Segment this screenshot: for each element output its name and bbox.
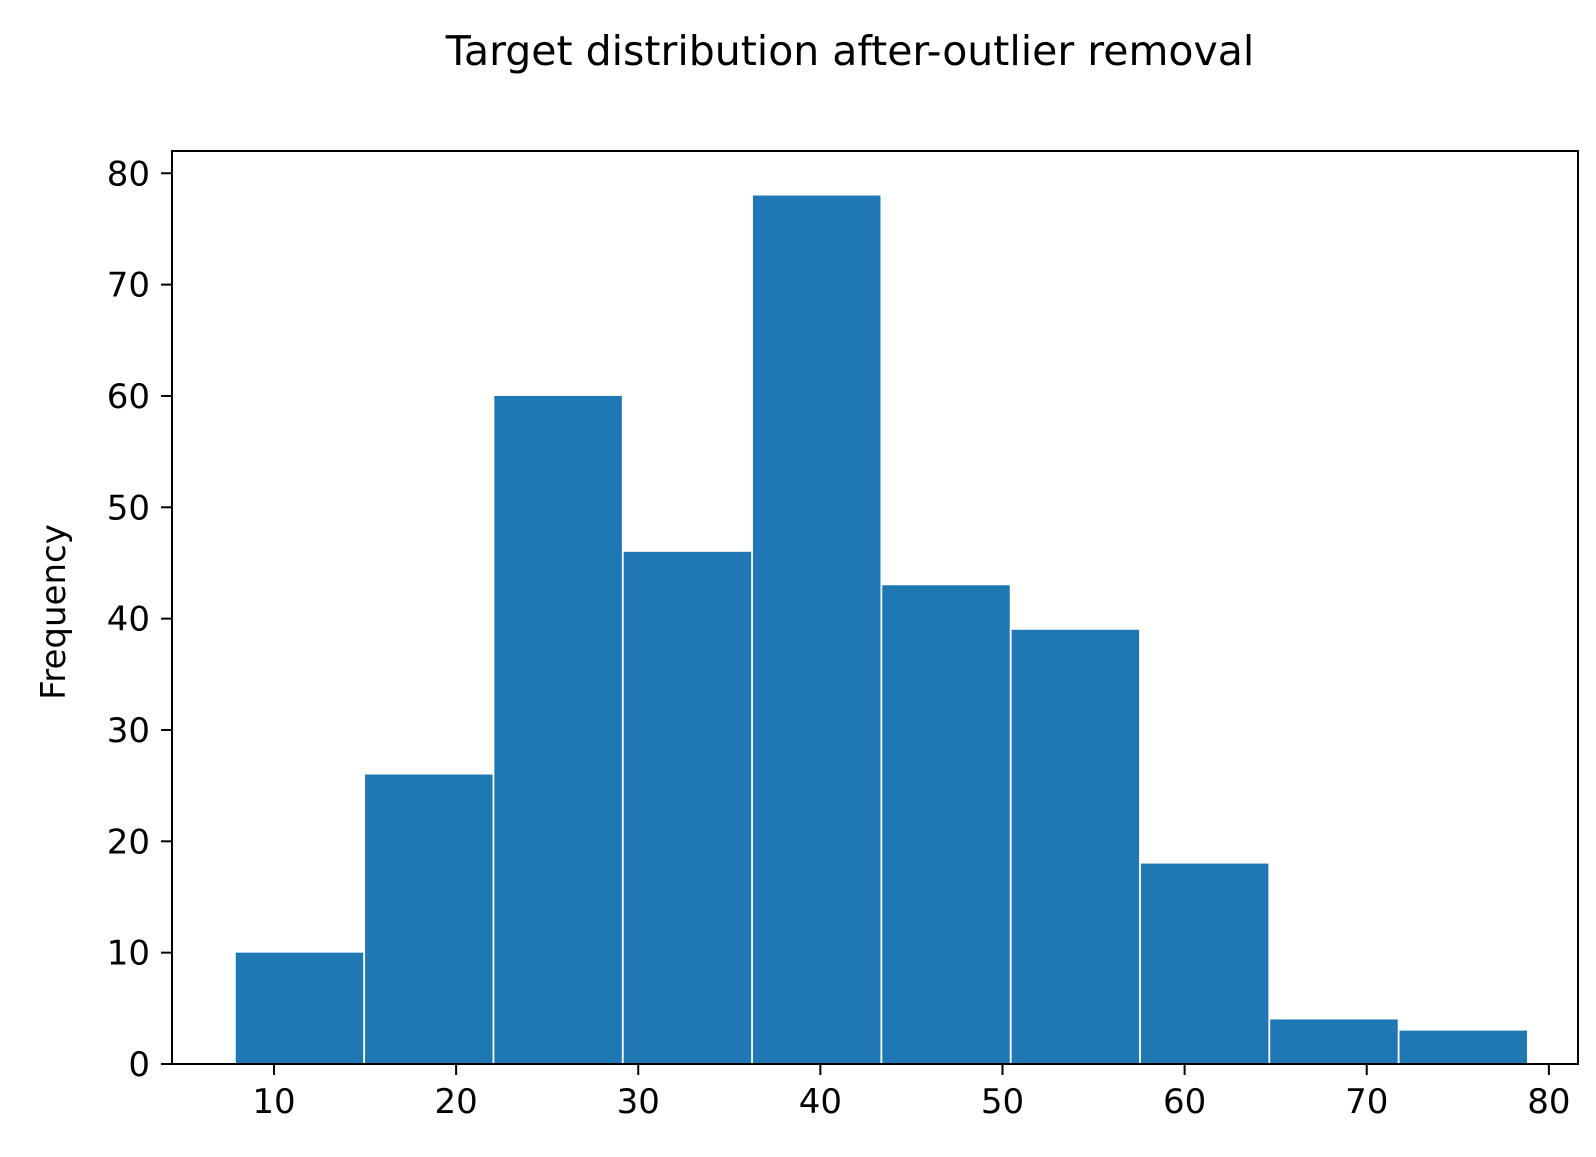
y-tick-label: 20	[107, 822, 150, 862]
y-tick-label: 60	[107, 377, 150, 417]
plot-frame	[171, 150, 1579, 1065]
y-tick-label: 30	[107, 711, 150, 751]
y-tick-label: 10	[107, 934, 150, 974]
histogram-bar	[1011, 629, 1140, 1064]
y-tick-label: 70	[107, 266, 150, 306]
histogram-bar	[882, 585, 1010, 1064]
y-tick-label: 80	[107, 154, 150, 194]
histogram-bar	[1399, 1030, 1528, 1064]
histogram-bar	[623, 551, 752, 1064]
histogram-bar	[752, 195, 881, 1064]
histogram-bar	[1140, 863, 1269, 1064]
x-tick-label: 60	[1163, 1082, 1206, 1122]
x-tick-label: 30	[617, 1082, 660, 1122]
histogram-bar	[494, 395, 622, 1064]
bars-layer	[235, 195, 1528, 1064]
y-tick-label: 0	[128, 1045, 150, 1085]
x-tick-label: 80	[1527, 1082, 1570, 1122]
x-tick-label: 20	[434, 1082, 477, 1122]
x-tick-label: 10	[252, 1082, 295, 1122]
y-axis-label: Frequency	[34, 524, 74, 700]
histogram-bar	[365, 774, 493, 1064]
y-tick-label: 50	[107, 488, 150, 528]
x-axis: 10 20 30 40 50 60 70 80	[252, 1064, 1570, 1122]
x-tick-label: 50	[981, 1082, 1024, 1122]
x-tick-label: 70	[1345, 1082, 1388, 1122]
x-tick-label: 40	[799, 1082, 842, 1122]
y-tick-label: 40	[107, 600, 150, 640]
histogram-bar	[235, 952, 364, 1064]
histogram-bar	[1270, 1019, 1398, 1064]
y-axis: 0 10 20 30 40 50 60 70 80	[107, 154, 172, 1085]
chart-title: Target distribution after-outlier remova…	[445, 27, 1255, 75]
